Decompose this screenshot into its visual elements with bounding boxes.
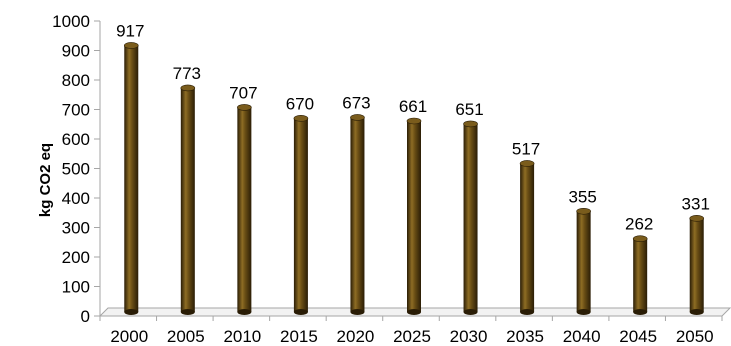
bar-body xyxy=(124,45,139,313)
y-tick-label: 500 xyxy=(62,160,90,179)
x-tick-label: 2030 xyxy=(450,327,488,346)
bar xyxy=(180,84,196,315)
bar-body xyxy=(180,87,195,312)
y-tick-label: 800 xyxy=(62,71,90,90)
bar-body xyxy=(576,211,591,312)
bar xyxy=(632,235,648,315)
data-label: 517 xyxy=(512,139,540,158)
data-label: 651 xyxy=(455,100,483,119)
bar-top xyxy=(123,42,139,49)
bar-body xyxy=(520,163,535,312)
x-tick-label: 2040 xyxy=(563,327,601,346)
x-tick-label: 2005 xyxy=(167,327,205,346)
bar-top xyxy=(350,114,365,121)
y-tick-label: 200 xyxy=(62,248,90,267)
bar-top xyxy=(576,207,591,215)
bar-top xyxy=(632,235,648,243)
bar-base xyxy=(124,309,139,315)
labels-layer: 917 2000 773 2005 707 2010 670 2015 673 2020 661 20… xyxy=(110,21,713,346)
bar xyxy=(123,42,139,315)
bar-top xyxy=(519,160,535,167)
bar-base xyxy=(633,309,648,315)
bar-top xyxy=(406,117,422,125)
bar xyxy=(689,215,705,315)
bar-top xyxy=(237,104,252,111)
x-tick-label: 2050 xyxy=(676,327,714,346)
data-label: 670 xyxy=(286,94,314,113)
bar-body xyxy=(237,107,252,312)
y-axis-title: kg CO2 eq xyxy=(37,143,54,217)
bar-base xyxy=(237,309,252,315)
x-tick-label: 2015 xyxy=(280,327,318,346)
data-label: 262 xyxy=(625,215,653,234)
x-tick-label: 2035 xyxy=(506,327,544,346)
bar-body xyxy=(350,117,365,312)
bar-base xyxy=(689,309,704,315)
bar xyxy=(406,117,422,315)
y-tick-label: 0 xyxy=(81,307,90,326)
bar-base xyxy=(350,309,365,315)
bar-base xyxy=(407,309,421,315)
x-tick-label: 2020 xyxy=(337,327,375,346)
bar xyxy=(576,207,591,315)
bar-base xyxy=(293,309,308,315)
bars-layer xyxy=(123,42,705,315)
bar-body xyxy=(407,121,421,312)
bar-base xyxy=(180,309,195,315)
bar-body xyxy=(633,238,648,312)
data-label: 707 xyxy=(229,83,257,102)
axis-layer: 0 100 200 300 400 500 600 700 800 900 1000 xyxy=(52,12,731,326)
bar-top xyxy=(689,215,705,222)
bar-body xyxy=(463,123,478,312)
bar xyxy=(463,120,478,315)
data-label: 331 xyxy=(682,194,710,213)
y-tick-label: 400 xyxy=(62,189,90,208)
x-tick-label: 2000 xyxy=(110,327,148,346)
data-label: 917 xyxy=(116,21,144,40)
bar-base xyxy=(463,309,478,315)
bar-top xyxy=(293,115,309,122)
bar-base xyxy=(576,309,591,315)
data-label: 673 xyxy=(342,93,370,112)
y-tick-label: 900 xyxy=(62,42,90,61)
bar-body xyxy=(293,118,308,312)
y-tick-label: 600 xyxy=(62,130,90,149)
bar-top xyxy=(463,120,478,128)
bar-body xyxy=(689,218,704,312)
data-label: 773 xyxy=(173,64,201,83)
y-tick-label: 300 xyxy=(62,219,90,238)
bar xyxy=(350,114,365,315)
y-tick-label: 1000 xyxy=(52,12,90,31)
data-label: 355 xyxy=(568,187,596,206)
bar xyxy=(293,115,309,315)
y-tick-label: 100 xyxy=(62,278,90,297)
x-tick-label: 2045 xyxy=(619,327,657,346)
bar-base xyxy=(520,309,535,315)
bar xyxy=(237,104,252,315)
bar xyxy=(519,160,535,315)
data-label: 661 xyxy=(399,97,427,116)
y-tick-label: 700 xyxy=(62,101,90,120)
x-tick-label: 2010 xyxy=(223,327,261,346)
x-tick-label: 2025 xyxy=(393,327,431,346)
bar-top xyxy=(180,84,196,92)
